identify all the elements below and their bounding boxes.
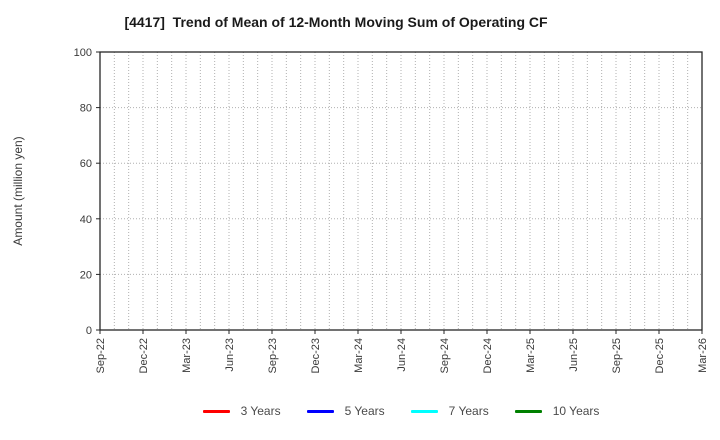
x-tick-label: Dec-23 — [310, 338, 322, 373]
x-tick-label: Dec-24 — [482, 338, 494, 373]
x-tick-label: Jun-25 — [568, 338, 580, 372]
chart-title: [4417] Trend of Mean of 12-Month Moving … — [124, 14, 548, 30]
x-tick-label: Mar-25 — [525, 338, 537, 373]
x-tick-label: Sep-22 — [95, 338, 107, 373]
x-tick-label: Mar-24 — [353, 338, 365, 373]
y-tick-label: 60 — [80, 158, 92, 170]
x-tick-label: Dec-25 — [654, 338, 666, 373]
y-tick-label: 0 — [86, 325, 92, 337]
legend-item: 10 Years — [514, 404, 600, 418]
legend-line-swatch — [202, 409, 230, 413]
legend-item: 7 Years — [410, 404, 489, 418]
x-tick-label: Sep-24 — [439, 338, 451, 373]
x-tick-label: Dec-22 — [138, 338, 150, 373]
x-tick-label: Jun-24 — [396, 338, 408, 372]
y-tick-label: 100 — [74, 47, 92, 59]
y-tick-label: 80 — [80, 103, 92, 115]
legend-item-label: 3 Years — [240, 404, 281, 418]
legend-item: 3 Years — [202, 404, 281, 418]
legend-line-swatch — [514, 409, 542, 413]
y-tick-label: 40 — [80, 214, 92, 226]
x-tick-label: Sep-23 — [267, 338, 279, 373]
legend-line-swatch — [306, 409, 334, 413]
x-tick-label: Mar-23 — [181, 338, 193, 373]
legend-item-label: 10 Years — [552, 404, 600, 418]
y-tick-label: 20 — [80, 269, 92, 281]
x-tick-label: Sep-25 — [611, 338, 623, 373]
legend-item: 5 Years — [306, 404, 385, 418]
legend-item-label: 5 Years — [344, 404, 385, 418]
legend-line-swatch — [410, 409, 438, 413]
x-tick-label: Jun-23 — [224, 338, 236, 372]
legend: 3 Years 5 Years 7 Years 10 Years — [100, 404, 702, 418]
x-tick-label: Mar-26 — [697, 338, 709, 373]
legend-item-label: 7 Years — [448, 404, 489, 418]
